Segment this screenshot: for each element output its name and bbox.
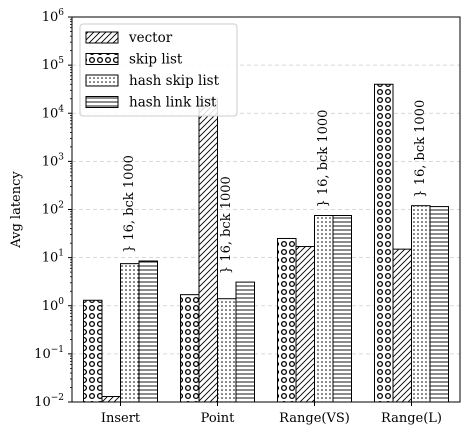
legend-swatch bbox=[85, 31, 119, 44]
bar-hash-skip-list bbox=[314, 215, 334, 403]
y-tick-label: 101 bbox=[42, 249, 64, 266]
bar-vector bbox=[295, 246, 315, 403]
config-annotation: } 16, bck 1000 bbox=[413, 100, 428, 198]
bar-skip-list bbox=[180, 294, 200, 403]
y-tick-label: 100 bbox=[42, 297, 65, 314]
bars-layer bbox=[83, 83, 449, 403]
config-annotation: } 16, bck 1000 bbox=[122, 155, 137, 253]
bar-skip-list bbox=[83, 299, 103, 403]
x-tick-label: Insert bbox=[101, 411, 141, 426]
x-tick-label: Range(VS) bbox=[279, 411, 350, 426]
y-axis-label: Avg latency bbox=[9, 171, 24, 249]
legend-label: hash link list bbox=[129, 95, 217, 111]
bar-hash-link-list bbox=[332, 215, 352, 403]
y-tick-label: 10−2 bbox=[34, 393, 64, 410]
x-tick-label: Point bbox=[201, 411, 236, 426]
annotation-layer: } 16, bck 1000 } 16, bck 1000 } 16, bck 10… bbox=[122, 100, 428, 274]
bar-vector bbox=[392, 248, 412, 403]
legend-swatch bbox=[85, 53, 119, 65]
legend-box bbox=[79, 23, 238, 117]
axis-layer: 10−2 10−1 100 101 102 103 104 105 106 Insert Point… bbox=[34, 8, 442, 426]
bar-hash-skip-list bbox=[411, 205, 431, 403]
bar-hash-link-list bbox=[429, 206, 449, 403]
bar-hash-link-list bbox=[235, 281, 255, 403]
bar-skip-list bbox=[374, 83, 394, 403]
y-tick-label: 106 bbox=[42, 8, 65, 25]
bar-vector bbox=[101, 396, 121, 403]
y-tick-label: 102 bbox=[42, 201, 64, 218]
bar-vector bbox=[198, 98, 218, 403]
legend-label: vector bbox=[128, 30, 173, 46]
bar-hash-link-list bbox=[138, 260, 158, 403]
y-tick-label: 10−1 bbox=[34, 345, 64, 362]
x-tick-label: Range(L) bbox=[381, 411, 442, 426]
y-tick-label: 103 bbox=[42, 152, 65, 169]
bar-hash-skip-list bbox=[120, 263, 140, 403]
legend-label: skip list bbox=[129, 52, 183, 68]
config-annotation: } 16, bck 1000 bbox=[316, 110, 331, 208]
y-tick-label: 105 bbox=[42, 56, 65, 73]
config-annotation: } 16, bck 1000 bbox=[219, 176, 234, 274]
legend-swatch bbox=[85, 74, 119, 87]
bar-skip-list bbox=[277, 237, 297, 403]
legend-label: hash skip list bbox=[129, 73, 220, 89]
bar-hash-skip-list bbox=[217, 298, 237, 403]
legend-swatch bbox=[85, 96, 119, 108]
y-tick-label: 104 bbox=[42, 104, 65, 121]
legend: vector skip list hash skip list hash link l… bbox=[79, 23, 238, 117]
